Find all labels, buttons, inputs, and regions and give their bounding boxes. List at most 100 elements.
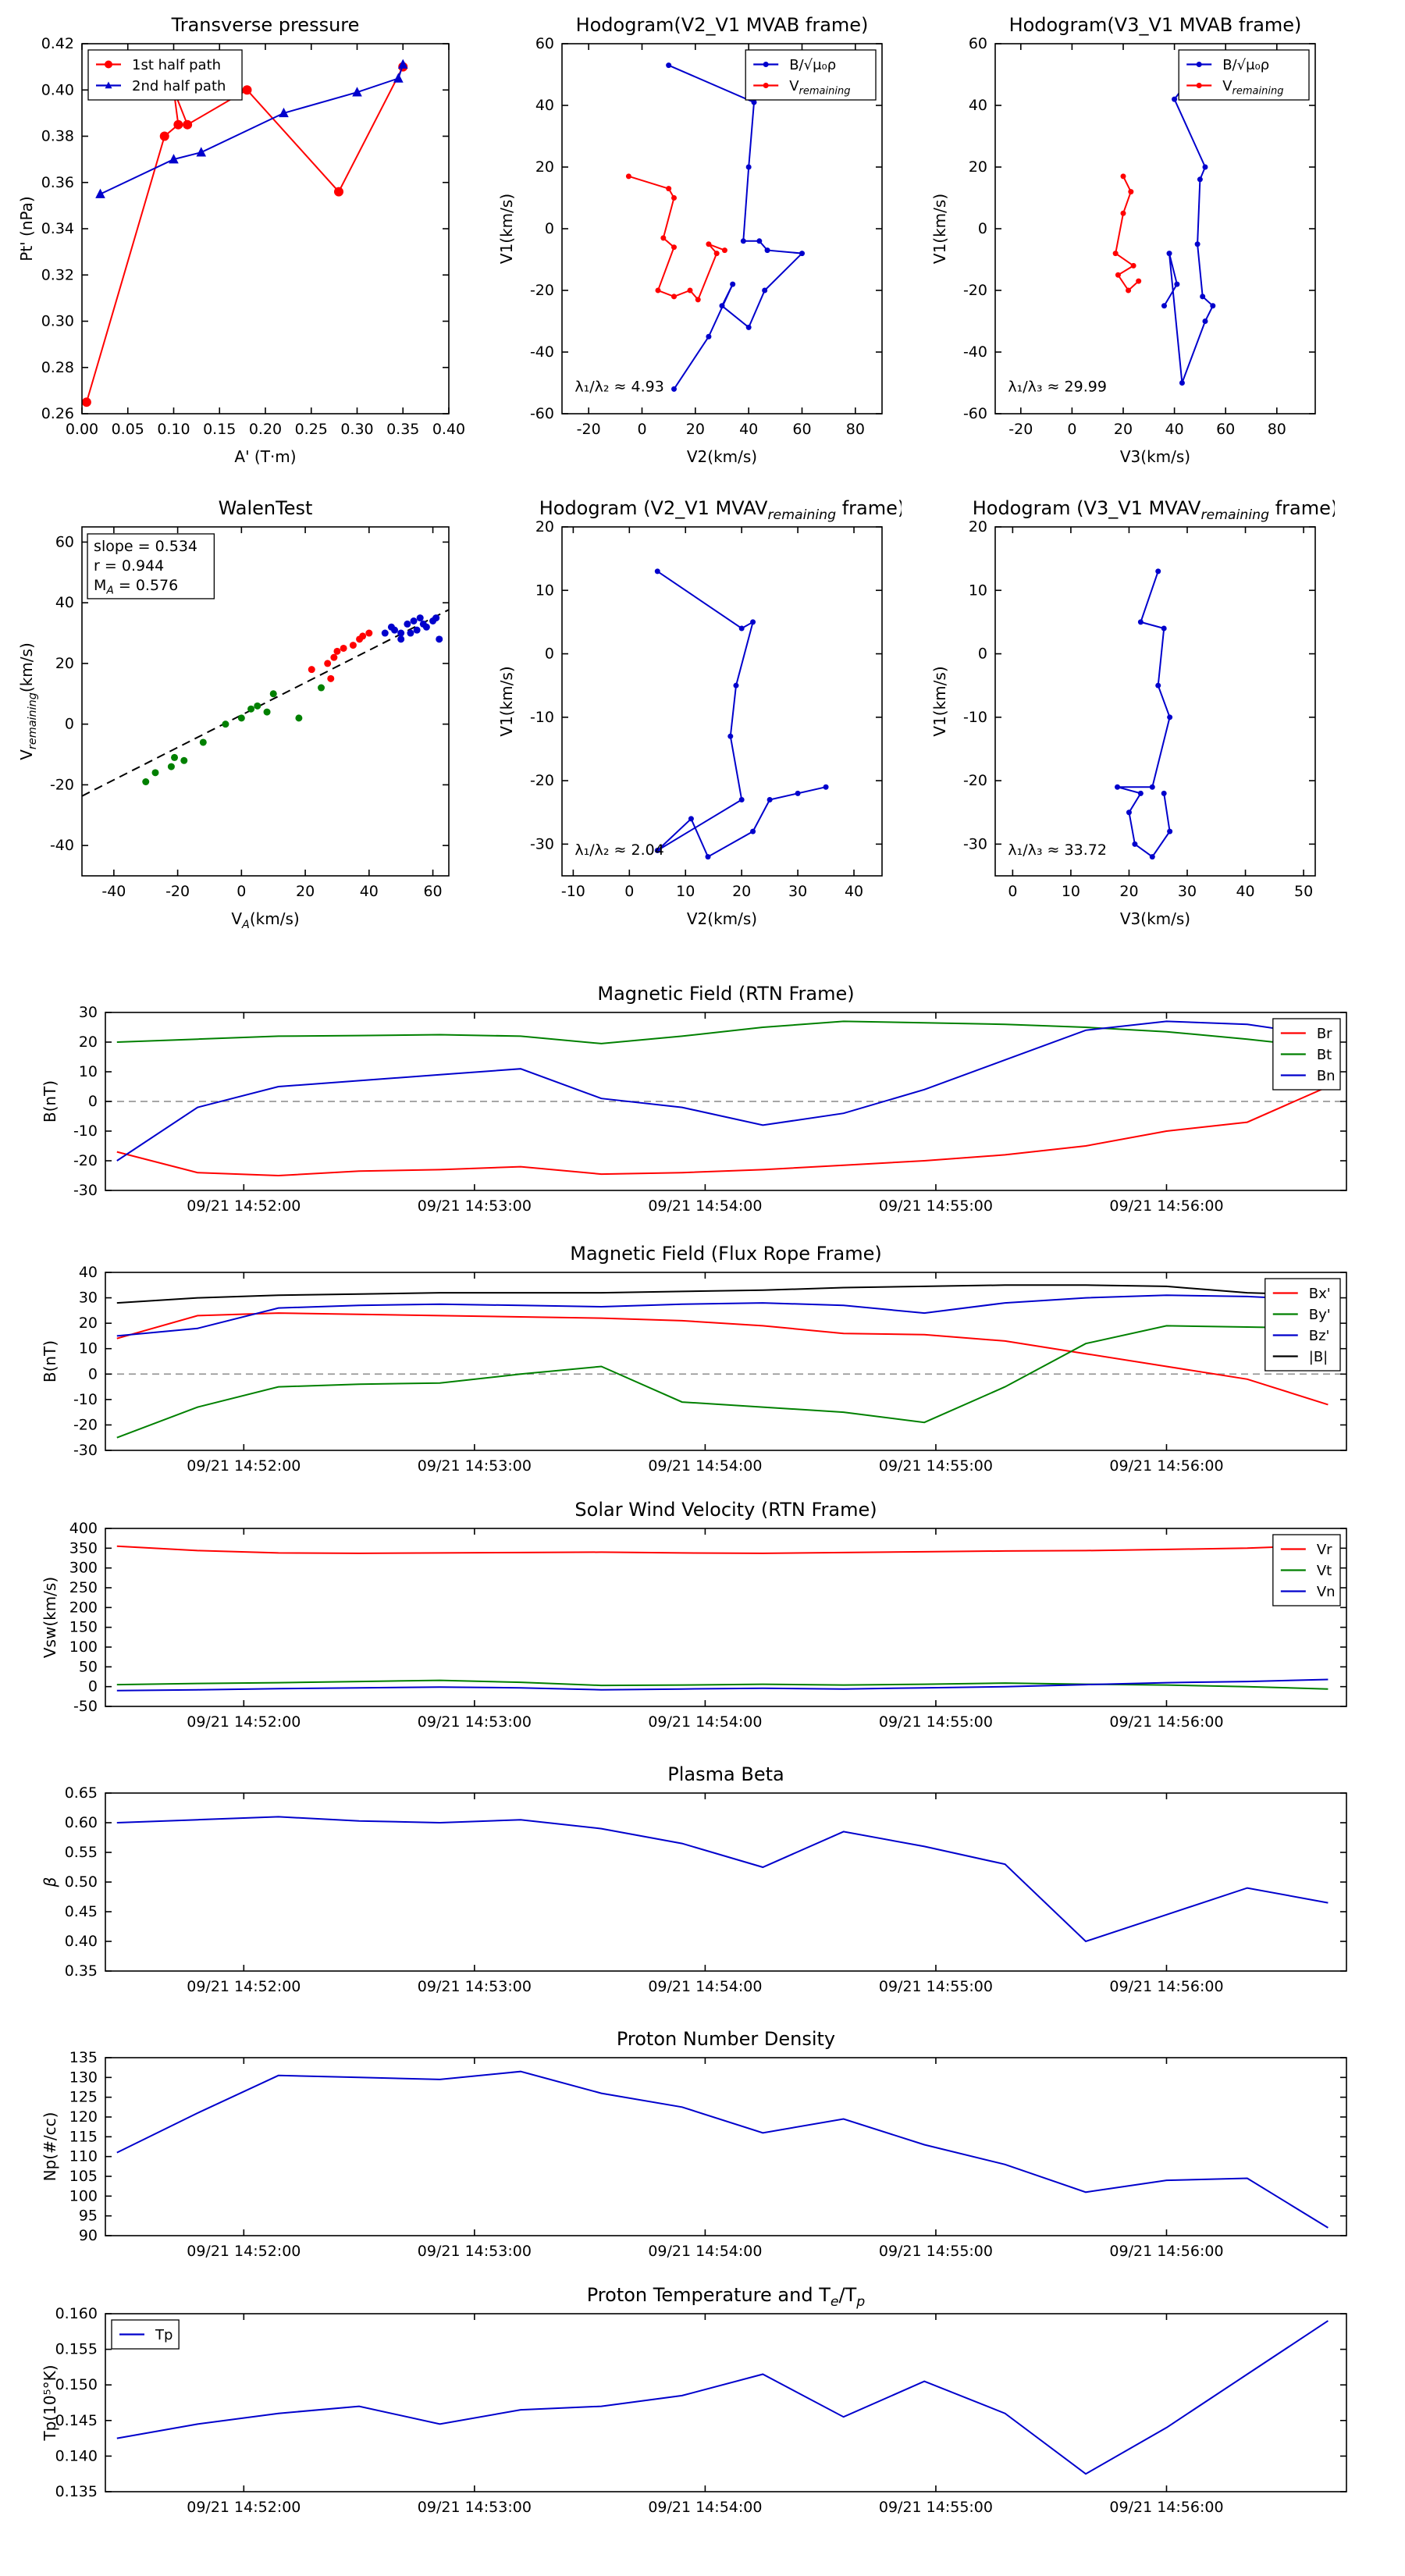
x-tick-label: 10 — [1062, 883, 1080, 900]
chart-title: Transverse pressure — [171, 14, 360, 36]
y-axis-label: Pt' (nPa) — [17, 196, 36, 261]
y-tick-label: 120 — [69, 2108, 98, 2126]
dot-marker — [237, 714, 245, 722]
legend-label: Vt — [1317, 1563, 1332, 1579]
chart-svg-np: 09/21 14:52:00 09/21 14:53:00 09/21 14:54:… — [41, 2028, 1347, 2260]
chart-solar-wind-velocity: 09/21 14:52:00 09/21 14:53:00 09/21 14:54:… — [31, 1488, 1382, 1742]
chart-title: Solar Wind Velocity (RTN Frame) — [574, 1499, 877, 1521]
dot-marker — [1120, 173, 1126, 180]
plot-border — [105, 1272, 1347, 1451]
dot-marker — [1130, 262, 1136, 269]
triangle-marker — [196, 147, 207, 157]
x-tick-label: 0.00 — [66, 421, 98, 438]
legend-label: |B| — [1309, 1349, 1328, 1365]
y-tick-label: -20 — [530, 772, 554, 789]
x-tick-label: 60 — [1216, 421, 1235, 438]
circle-marker — [173, 119, 183, 130]
series-line-Vr — [116, 1544, 1329, 1554]
dot-marker — [655, 287, 661, 294]
plot-background — [82, 44, 449, 414]
y-tick-label: 0.140 — [55, 2447, 98, 2464]
series-group — [116, 2320, 1329, 2475]
dot-marker — [359, 632, 367, 640]
dot-marker — [762, 287, 768, 294]
dot-marker — [687, 287, 693, 294]
x-tick-label: 60 — [423, 883, 442, 900]
dot-marker — [666, 186, 672, 192]
dot-marker — [1197, 176, 1203, 183]
dot-marker — [167, 763, 175, 770]
dot-marker — [1202, 318, 1208, 324]
chart-plasma-beta: 09/21 14:52:00 09/21 14:53:00 09/21 14:54:… — [31, 1752, 1382, 2006]
x-axis-label: V2(km/s) — [687, 909, 757, 928]
x-tick-label: 40 — [739, 421, 758, 438]
x-tick-label: 09/21 14:56:00 — [1109, 2243, 1223, 2260]
dot-marker — [1161, 625, 1167, 632]
y-tick-label: 100 — [69, 2187, 98, 2204]
x-tick-label: 20 — [1114, 421, 1133, 438]
dot-marker — [180, 756, 188, 764]
legend-label: Vremaining — [1222, 78, 1283, 98]
series-group — [116, 1816, 1329, 1943]
y-axis-label: Np(#/cc) — [41, 2112, 59, 2182]
y-tick-label: 0.34 — [41, 220, 74, 237]
y-tick-label: 0.155 — [55, 2341, 98, 2358]
chart-proton-temperature: 09/21 14:52:00 09/21 14:53:00 09/21 14:54:… — [31, 2273, 1382, 2527]
dot-marker — [340, 644, 347, 652]
chart-magnetic-field-rtn: 09/21 14:52:00 09/21 14:53:00 09/21 14:54:… — [31, 972, 1382, 1226]
chart-title: Magnetic Field (RTN Frame) — [597, 983, 854, 1005]
dot-marker — [436, 635, 443, 643]
dot-marker — [654, 568, 660, 575]
dot-marker — [151, 769, 159, 777]
dot-marker — [419, 620, 427, 628]
y-tick-label: 0.28 — [41, 359, 74, 376]
y-axis-label: V1(km/s) — [930, 666, 949, 736]
x-tick-label: 09/21 14:53:00 — [418, 2243, 532, 2260]
dot-marker — [1149, 784, 1155, 790]
dot-marker — [625, 173, 631, 180]
x-tick-label: -10 — [561, 883, 585, 900]
x-axis-label: V3(km/s) — [1120, 447, 1190, 466]
x-tick-label: -20 — [577, 421, 601, 438]
y-tick-label: 0.65 — [65, 1784, 98, 1802]
series-line-Bx- — [116, 1312, 1329, 1406]
dot-marker — [733, 682, 739, 688]
y-tick-label: 0.45 — [65, 1903, 98, 1920]
y-tick-label: 0.40 — [41, 81, 74, 98]
plot-background — [995, 527, 1315, 876]
chart-svg-hodo_v2_mvab: -20 0 20 40 60 80 -60 -40 -20 0 20 40 60 V2(km/s) V1(k… — [497, 14, 883, 466]
y-axis-label: V1(km/s) — [930, 194, 949, 264]
y-tick-label: -20 — [73, 1152, 98, 1169]
x-tick-label: 0.10 — [157, 421, 190, 438]
dot-marker — [706, 241, 712, 247]
x-tick-label: 09/21 14:54:00 — [648, 1978, 762, 1995]
chart-magnetic-field-flux-rope: 09/21 14:52:00 09/21 14:53:00 09/21 14:54:… — [31, 1232, 1382, 1485]
dot-marker — [247, 705, 255, 713]
x-tick-label: 09/21 14:53:00 — [418, 1457, 532, 1475]
y-tick-label: -10 — [73, 1123, 98, 1140]
series-line--B- — [116, 1284, 1329, 1304]
dot-marker — [142, 778, 150, 786]
y-tick-label: 400 — [69, 1520, 98, 1537]
annotation-line: r = 0.944 — [94, 557, 164, 575]
chart-svg-beta: 09/21 14:52:00 09/21 14:53:00 09/21 14:54:… — [41, 1763, 1347, 1995]
y-tick-label: 20 — [535, 158, 554, 176]
dot-marker — [333, 647, 341, 655]
y-tick-label: -10 — [73, 1391, 98, 1408]
legend: Br Bt Bn — [1272, 1018, 1341, 1091]
series-group — [81, 59, 408, 407]
chart-svg-walen: -40 -20 0 20 40 60 -40 -20 0 20 40 60 VA(km/s) Vremai… — [17, 497, 450, 931]
dot-marker — [764, 247, 770, 254]
dot-marker — [745, 164, 752, 170]
dot-marker — [671, 294, 677, 300]
x-tick-label: 20 — [1119, 883, 1138, 900]
x-tick-label: 0 — [637, 421, 646, 438]
y-tick-label: 105 — [69, 2168, 98, 2185]
y-tick-label: -20 — [50, 776, 74, 793]
dot-marker — [666, 62, 672, 69]
dot-marker — [1137, 619, 1144, 625]
y-tick-label: 40 — [535, 97, 554, 114]
x-tick-label: 50 — [1294, 883, 1313, 900]
y-tick-label: -30 — [530, 835, 554, 852]
series-line-Bn — [116, 1020, 1329, 1162]
